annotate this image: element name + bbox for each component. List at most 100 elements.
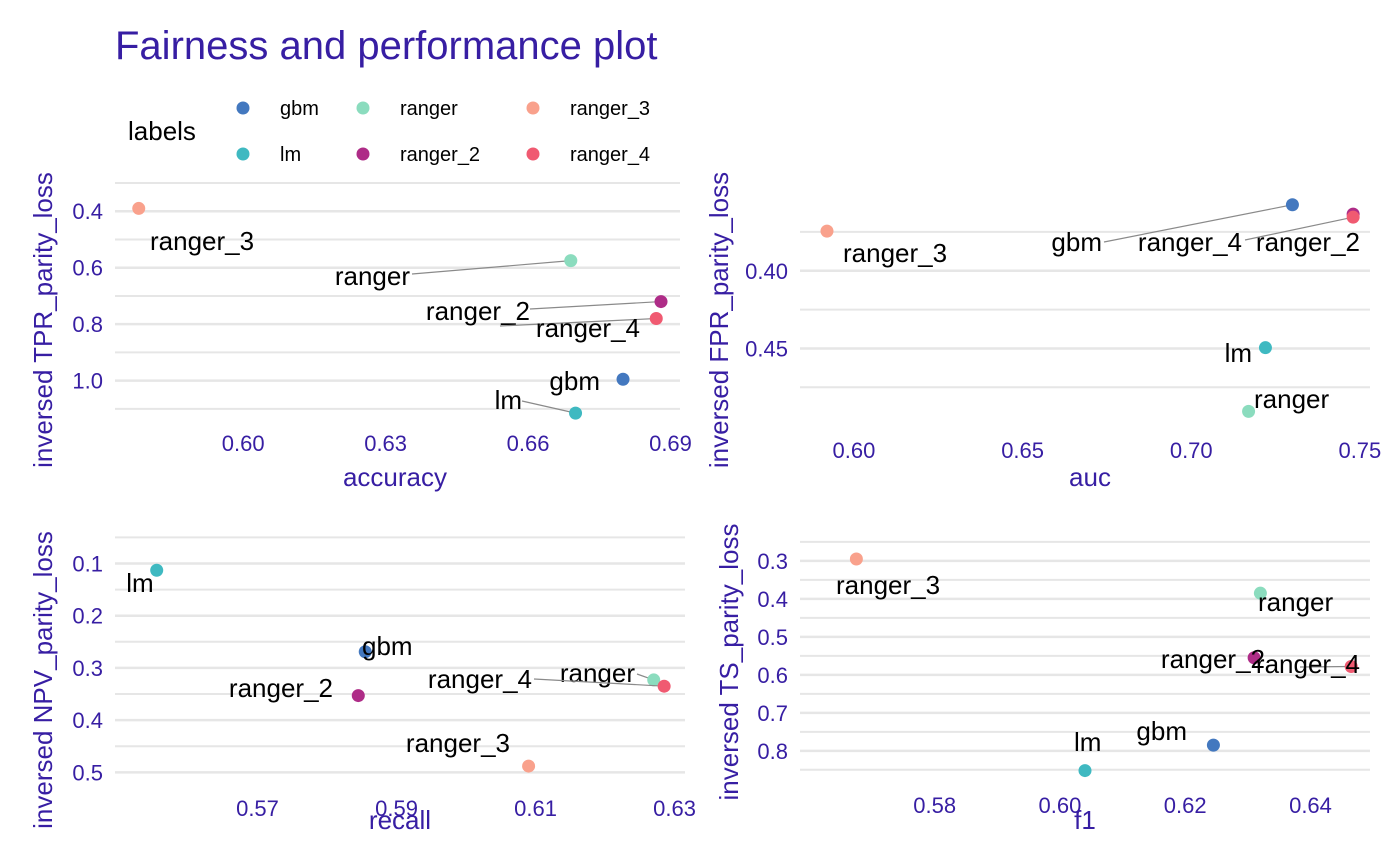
y-tick-label: 0.4 [757, 587, 788, 612]
point-label: ranger_4 [428, 664, 532, 694]
label-leader-line [499, 317, 657, 327]
point-ranger-3 [132, 201, 146, 215]
point-label: ranger [1258, 587, 1333, 617]
y-tick-label: 0.2 [72, 604, 103, 629]
point-label: lm [1074, 727, 1101, 757]
point-ranger-4 [657, 679, 671, 693]
point-ranger-3 [849, 552, 863, 566]
legend-item-gbm: gbm [236, 98, 319, 120]
x-tick-label: 0.64 [1289, 793, 1332, 818]
legend: labels gbm ranger ranger_3lm ranger_2 ranger… [128, 98, 650, 166]
legend-swatch [356, 101, 370, 115]
legend-item-ranger-3: ranger_3 [526, 98, 650, 120]
point-ranger [1242, 404, 1256, 418]
legend-label: lm [280, 144, 301, 166]
x-tick-label: 0.59 [375, 796, 418, 821]
y-tick-label: 1.0 [72, 369, 103, 394]
y-axis-title: inversed TS_parity_loss [714, 524, 744, 801]
y-tick-label: 0.8 [757, 739, 788, 764]
point-ranger [564, 254, 578, 268]
x-tick-label: 0.58 [913, 793, 956, 818]
point-label: ranger_4 [1138, 227, 1242, 257]
legend-swatch [356, 147, 370, 161]
point-label: lm [495, 385, 522, 415]
label-leader-line [411, 260, 571, 275]
y-axis-title: inversed NPV_parity_loss [28, 531, 58, 829]
point-label: lm [126, 568, 153, 598]
legend-swatch [526, 101, 540, 115]
point-label: gbm [549, 366, 600, 396]
x-tick-label: 0.60 [222, 431, 265, 456]
label-leader-line [1103, 204, 1293, 243]
x-tick-label: 0.61 [514, 796, 557, 821]
y-tick-label: 0.45 [745, 336, 788, 361]
x-tick-label: 0.60 [1039, 793, 1082, 818]
point-ranger-4 [1346, 210, 1360, 224]
point-ranger-4 [649, 312, 663, 326]
legend-label: ranger_4 [570, 144, 650, 166]
y-tick-label: 0.4 [72, 199, 103, 224]
panel-3: 0.1 0.2 0.3 0.4 0.5 0.57 0.59 0.61 0.63 recall inv… [28, 531, 696, 835]
point-label: lm [1225, 338, 1252, 368]
point-ranger-3 [820, 224, 834, 238]
point-ranger-2 [654, 295, 668, 309]
legend-swatch [526, 147, 540, 161]
y-axis-title: inversed FPR_parity_loss [704, 172, 734, 468]
chart-title: Fairness and performance plot [115, 24, 658, 68]
point-label: ranger_3 [150, 226, 254, 256]
point-ranger-3 [522, 759, 536, 773]
x-tick-label: 0.63 [364, 431, 407, 456]
point-lm [1258, 341, 1272, 355]
point-gbm [616, 372, 630, 386]
panels: 0.4 0.6 0.8 1.0 0.60 0.63 0.66 0.69 accuracy inve… [28, 172, 1381, 835]
legend-title: labels [128, 116, 196, 146]
label-leader-line [1299, 665, 1352, 668]
x-axis-title: recall [369, 805, 431, 835]
legend-item-lm: lm [236, 144, 301, 166]
y-tick-label: 0.4 [72, 708, 103, 733]
x-axis-title: accuracy [343, 462, 447, 492]
point-label: ranger_2 [1256, 227, 1360, 257]
x-tick-label: 0.63 [653, 796, 696, 821]
x-tick-label: 0.60 [833, 438, 876, 463]
x-tick-label: 0.69 [649, 431, 692, 456]
x-axis-title: auc [1069, 462, 1111, 492]
panel-4: 0.3 0.4 0.5 0.6 0.7 0.8 0.58 0.60 0.62 0.64 f1 inve… [714, 524, 1370, 835]
point-label: ranger_3 [406, 728, 510, 758]
y-tick-label: 0.7 [757, 701, 788, 726]
legend-item-ranger-2: ranger_2 [356, 144, 480, 166]
point-ranger [647, 673, 661, 687]
label-leader-line [1244, 216, 1354, 241]
point-label: ranger_4 [536, 313, 640, 343]
x-tick-label: 0.65 [1001, 438, 1044, 463]
point-label: ranger [1254, 384, 1329, 414]
point-gbm [358, 645, 372, 659]
panel-2: 0.40 0.45 0.60 0.65 0.70 0.75 auc inversed FPR_… [704, 172, 1381, 492]
y-tick-label: 0.6 [757, 663, 788, 688]
point-label: ranger_2 [1161, 644, 1265, 674]
x-tick-label: 0.66 [507, 431, 550, 456]
point-gbm [1285, 198, 1299, 212]
x-tick-label: 0.70 [1170, 438, 1213, 463]
point-label: gbm [362, 631, 413, 661]
x-tick-label: 0.62 [1164, 793, 1207, 818]
y-tick-label: 0.1 [72, 551, 103, 576]
point-lm [569, 406, 583, 420]
point-label: ranger [335, 261, 410, 291]
legend-label: ranger [400, 98, 458, 120]
point-lm [1078, 764, 1092, 778]
label-leader-line [529, 300, 662, 310]
point-ranger-2 [1247, 651, 1261, 665]
x-axis-title: f1 [1074, 805, 1096, 835]
point-gbm [1206, 738, 1220, 752]
x-tick-label: 0.75 [1338, 438, 1381, 463]
legend-swatch [236, 147, 250, 161]
point-ranger-2 [351, 689, 365, 703]
legend-swatch [236, 101, 250, 115]
label-leader-line [533, 678, 665, 687]
y-tick-label: 0.5 [72, 760, 103, 785]
label-leader-line [521, 400, 576, 414]
point-label: ranger_3 [836, 570, 940, 600]
point-ranger [1253, 586, 1267, 600]
